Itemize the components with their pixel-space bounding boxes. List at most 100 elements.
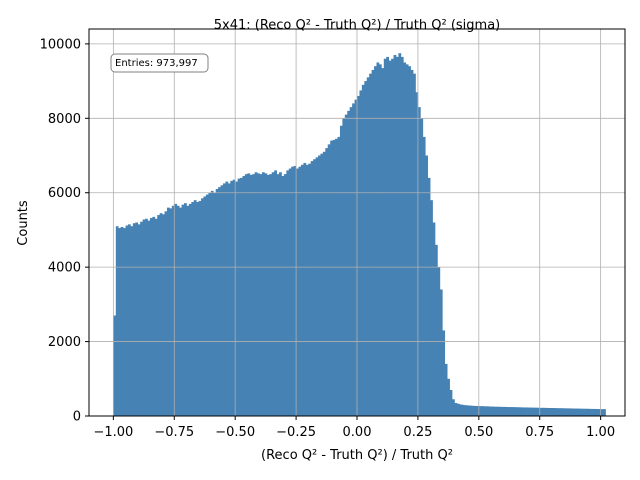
- entries-box: Entries: 973,997: [110, 53, 209, 73]
- histogram-bar: [430, 200, 433, 416]
- histogram-bar: [527, 407, 531, 416]
- histogram-bar: [459, 404, 463, 416]
- histogram-bar: [573, 408, 577, 416]
- histogram-bar: [308, 163, 312, 416]
- histogram-bar: [171, 205, 175, 416]
- histogram-bar: [525, 407, 528, 416]
- histogram-bar: [352, 103, 355, 417]
- histogram-bar: [583, 408, 587, 416]
- histogram-bar: [471, 405, 475, 416]
- histogram-bar: [157, 215, 161, 416]
- histogram-bar: [488, 406, 492, 416]
- histogram-bar: [208, 192, 212, 416]
- histogram-bar: [568, 408, 572, 416]
- histogram-bar: [271, 172, 275, 416]
- histogram-bar: [403, 62, 407, 417]
- histogram-bar: [578, 408, 582, 416]
- histogram-bar: [274, 170, 277, 416]
- histogram-bar: [300, 164, 304, 416]
- x-tick-label: −1.00: [93, 425, 133, 440]
- histogram-bar: [425, 155, 429, 416]
- histogram-bar: [469, 405, 472, 416]
- histogram-bar: [257, 173, 260, 416]
- histogram-bar: [439, 289, 443, 416]
- histogram-bar: [242, 175, 246, 416]
- histogram-bar: [556, 408, 560, 416]
- histogram-bar: [137, 224, 141, 416]
- histogram-bar: [532, 407, 536, 416]
- histogram-bar: [337, 136, 341, 416]
- histogram-bar: [127, 224, 131, 416]
- histogram-bar: [405, 64, 409, 416]
- histogram-bar: [149, 218, 153, 416]
- histogram-bar: [237, 178, 241, 416]
- histogram-bar: [529, 407, 533, 416]
- histogram-bar: [500, 406, 504, 416]
- histogram-bar: [166, 207, 170, 416]
- histogram-bar: [503, 406, 506, 416]
- histogram-bar: [213, 192, 217, 416]
- histogram-bar: [261, 172, 265, 416]
- histogram-bar: [417, 107, 421, 416]
- histogram-bar: [586, 408, 589, 416]
- y-tick-label: 4000: [48, 261, 81, 276]
- histogram-bar: [201, 198, 204, 416]
- histogram-bar: [422, 136, 426, 416]
- histogram-bar: [512, 407, 516, 416]
- histogram-bar: [191, 202, 195, 416]
- histogram-bar: [162, 214, 165, 416]
- x-tick-label: 0.50: [464, 425, 493, 440]
- histogram-bar: [220, 185, 224, 416]
- histogram-bar: [179, 207, 182, 416]
- histogram-bar: [198, 200, 202, 416]
- histogram-bar: [498, 406, 502, 416]
- histogram-bar: [391, 58, 394, 417]
- histogram-bar: [505, 406, 509, 416]
- histogram-bar: [408, 66, 411, 417]
- histogram-bar: [176, 205, 180, 416]
- histogram-bar: [398, 53, 402, 416]
- histogram-bar: [444, 363, 448, 416]
- histogram-bar: [330, 140, 333, 416]
- histogram-bar: [279, 172, 282, 416]
- histogram-bar: [449, 389, 453, 416]
- histogram-bar: [588, 408, 592, 416]
- histogram-bar: [478, 406, 482, 416]
- histogram-bar: [564, 408, 567, 416]
- histogram-bar: [159, 213, 163, 416]
- histogram-bar: [561, 408, 565, 416]
- histogram-bar: [386, 56, 390, 416]
- histogram-bar: [347, 110, 351, 417]
- histogram-bar: [142, 219, 146, 416]
- histogram-bar: [120, 226, 124, 416]
- histogram-bar: [193, 200, 197, 416]
- histogram-bar: [378, 64, 382, 416]
- histogram-bar: [554, 408, 558, 416]
- histogram-bar: [140, 221, 143, 416]
- histogram-bar: [113, 315, 117, 416]
- histogram-bar: [174, 203, 178, 416]
- histogram-bar: [332, 139, 336, 416]
- x-tick-label: 1.00: [586, 425, 615, 440]
- histogram-bar: [235, 181, 238, 416]
- histogram-bar: [354, 99, 358, 416]
- histogram-bar: [303, 162, 307, 416]
- histogram-bar: [298, 166, 302, 416]
- histogram-bar: [590, 408, 594, 416]
- histogram-bar: [115, 226, 119, 416]
- histogram-bar: [283, 174, 287, 417]
- histogram-bar: [476, 405, 480, 416]
- histogram-bar: [132, 223, 136, 416]
- histogram-bar: [388, 60, 392, 416]
- histogram-bar: [339, 125, 343, 416]
- histogram-bar: [447, 378, 450, 416]
- histogram-bar: [593, 408, 597, 416]
- histogram-bar: [576, 408, 580, 416]
- x-tick-label: −0.25: [276, 425, 316, 440]
- y-tick-label: 6000: [48, 186, 81, 201]
- histogram-bar: [495, 406, 499, 416]
- y-axis-label: Counts: [16, 200, 31, 246]
- histogram-bar: [539, 407, 543, 416]
- histogram-bar: [227, 183, 231, 416]
- histogram-bar: [410, 69, 414, 417]
